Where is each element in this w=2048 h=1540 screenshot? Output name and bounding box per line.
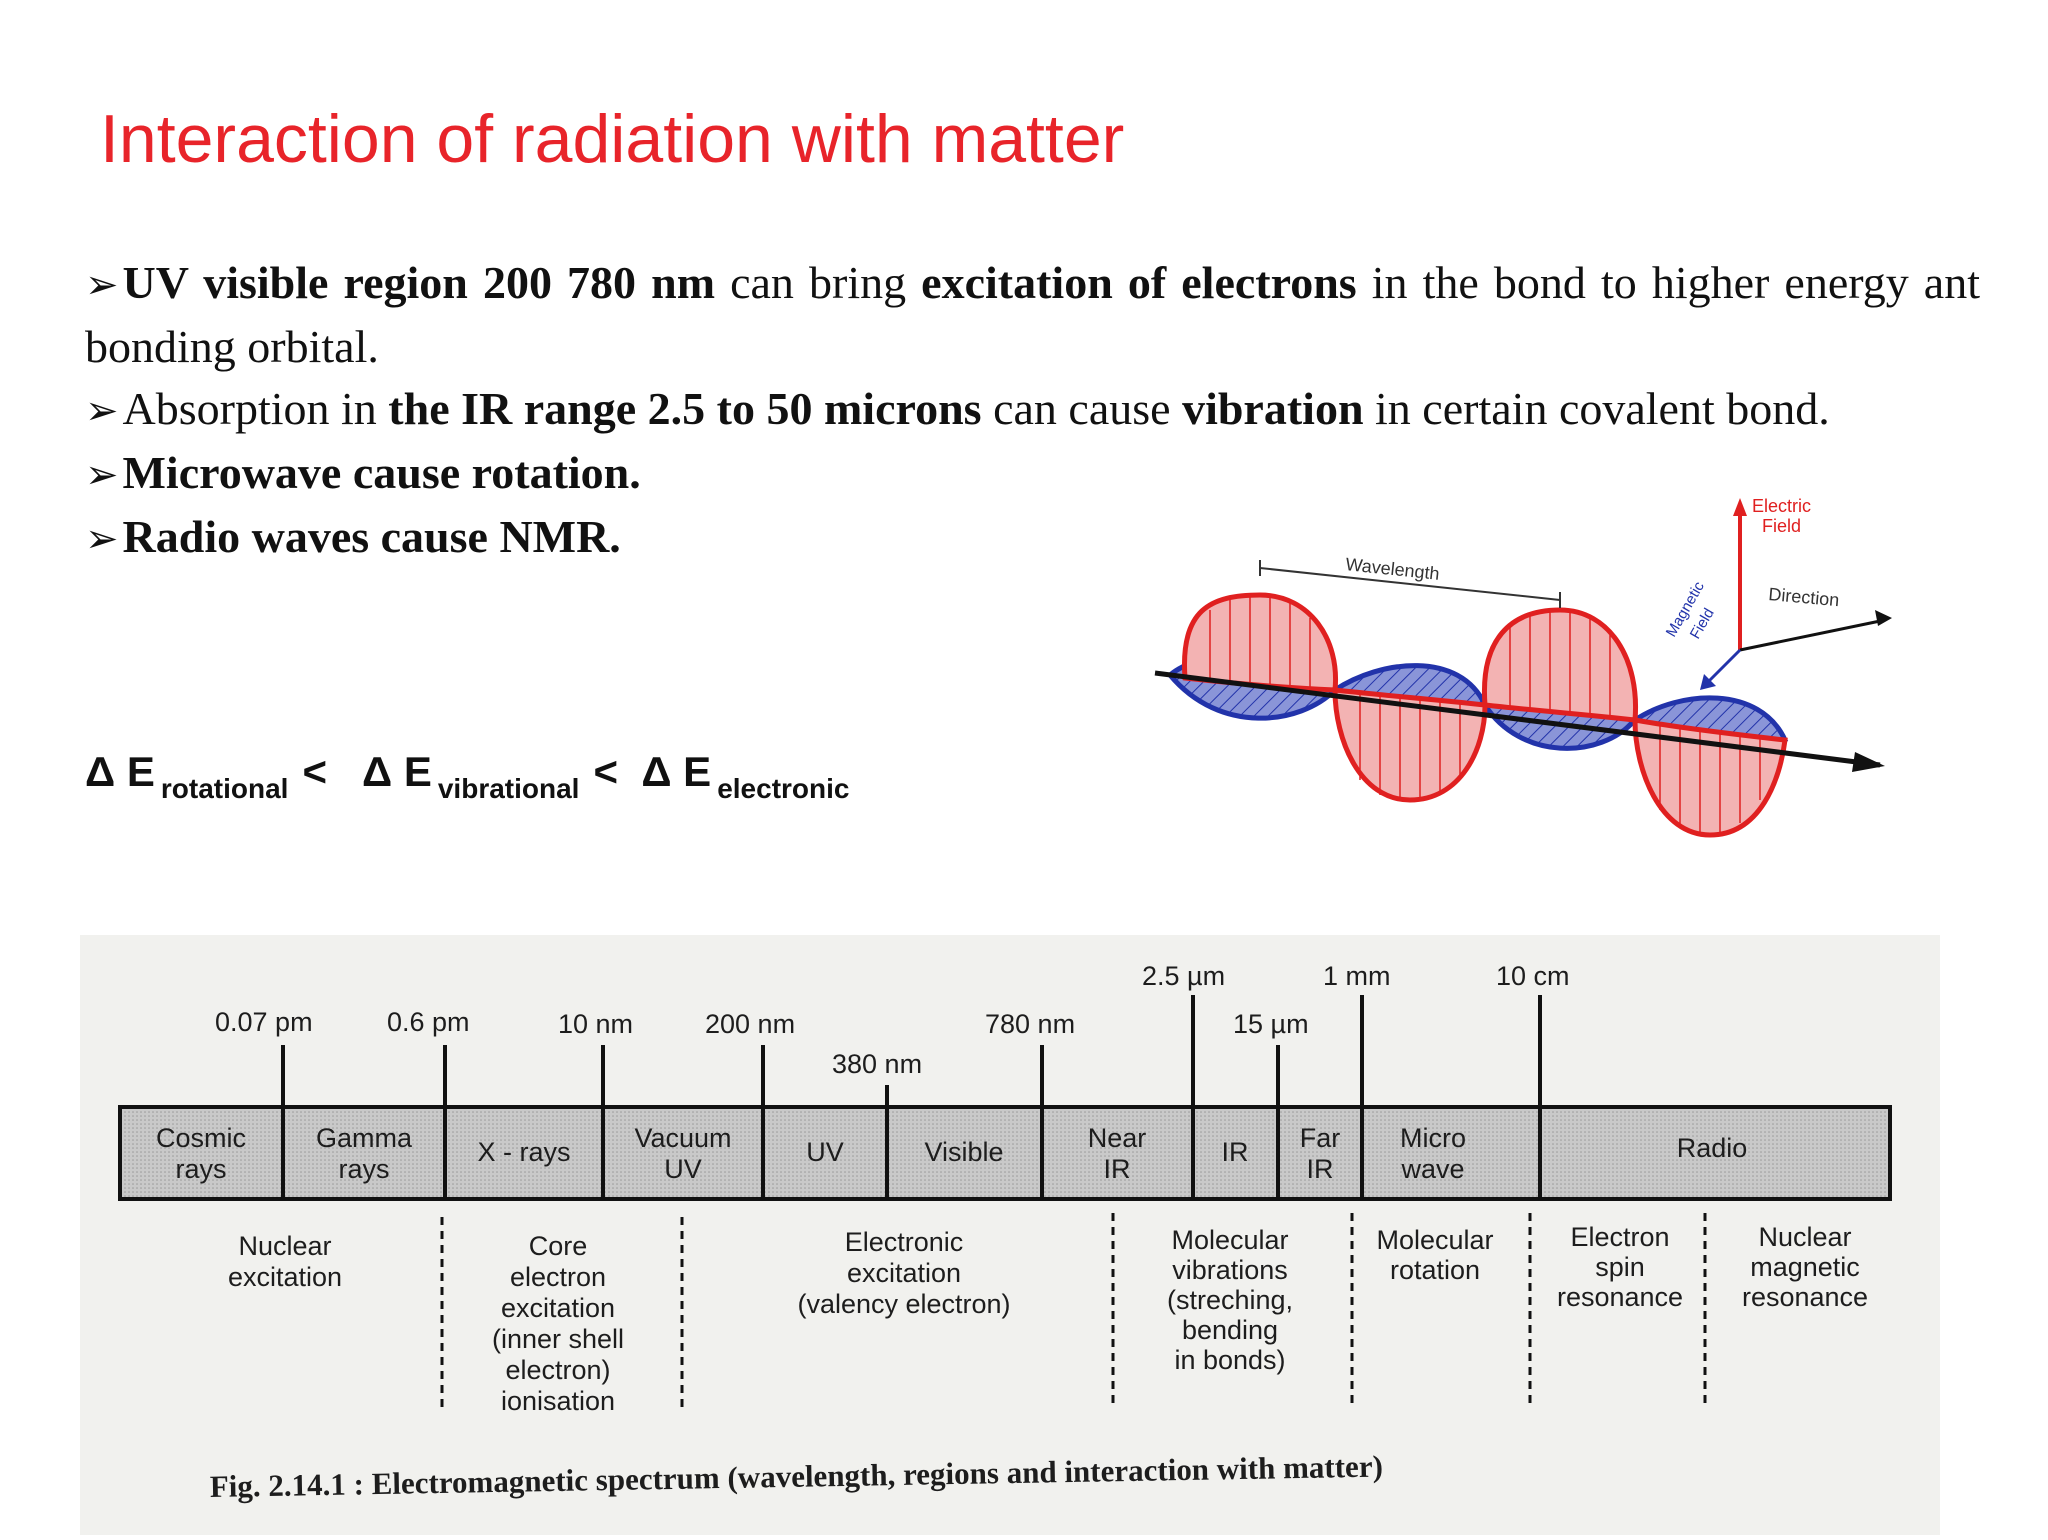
interaction-label: rotation	[1390, 1255, 1480, 1285]
region-labels: Cosmic rays Gamma rays X - rays Vacuum U…	[156, 1123, 1747, 1184]
interaction-label: (streching,	[1167, 1285, 1293, 1315]
wavelength-label: 10 nm	[558, 1009, 633, 1039]
em-wave-illustration: Wavelength Electric Field Direction Magn…	[1154, 496, 1892, 838]
wavelength-label: 15 µm	[1233, 1009, 1309, 1039]
region-label: Cosmic	[156, 1123, 246, 1153]
wavelength-label: 10 cm	[1496, 961, 1570, 991]
bullet-1: ➢UV visible region 200 780 nm can bring …	[85, 257, 1981, 372]
wavelength-label: 0.07 pm	[215, 1007, 313, 1037]
wavelength-labels: 0.07 pm 0.6 pm 10 nm 200 nm 380 nm 780 n…	[215, 961, 1570, 1079]
interaction-label: Nuclear	[238, 1231, 331, 1261]
direction-label: Direction	[1768, 584, 1841, 610]
arrow-bullet-icon: ➢	[85, 388, 119, 433]
region-label: rays	[175, 1154, 226, 1184]
wavelength-ticks	[281, 995, 1542, 1107]
region-dividers	[281, 1107, 1542, 1199]
interaction-label: Molecular	[1376, 1225, 1493, 1255]
bullet-list: ➢UV visible region 200 780 nm can bring …	[85, 252, 1980, 570]
wavelength-marker: Wavelength	[1259, 554, 1561, 608]
interaction-labels: Nuclear excitation Core electron excitat…	[228, 1222, 1868, 1416]
region-label: IR	[1307, 1154, 1334, 1184]
spectrum-bar	[118, 1105, 1892, 1201]
interaction-label: resonance	[1742, 1282, 1868, 1312]
bullet-3: ➢Microwave cause rotation.	[85, 447, 641, 498]
wavelength-label: 1 mm	[1323, 961, 1391, 991]
interaction-label: resonance	[1557, 1282, 1683, 1312]
interaction-separators	[440, 1213, 1707, 1413]
wavelength-label: 200 nm	[705, 1009, 795, 1039]
interaction-label: excitation	[847, 1258, 961, 1288]
interaction-label: ionisation	[501, 1386, 615, 1416]
arrow-bullet-icon: ➢	[85, 262, 119, 307]
arrow-bullet-icon: ➢	[85, 516, 119, 561]
region-label: rays	[338, 1154, 389, 1184]
region-label: Radio	[1677, 1133, 1748, 1163]
interaction-label: electron)	[505, 1355, 610, 1385]
wavelength-label: 2.5 µm	[1142, 961, 1225, 991]
interaction-label: (valency electron)	[797, 1289, 1010, 1319]
bullet-2: ➢Absorption in the IR range 2.5 to 50 mi…	[85, 383, 1830, 434]
wavelength-label: 780 nm	[985, 1009, 1075, 1039]
region-label: X - rays	[477, 1137, 570, 1167]
interaction-label: excitation	[501, 1293, 615, 1323]
interaction-label: (inner shell	[492, 1324, 624, 1354]
interaction-label: Molecular	[1171, 1225, 1288, 1255]
electric-field-lobes	[1181, 592, 1788, 838]
bullet-4: ➢Radio waves cause NMR.	[85, 511, 621, 562]
region-label: UV	[806, 1137, 844, 1167]
region-label: IR	[1104, 1154, 1131, 1184]
region-label: Gamma	[316, 1123, 413, 1153]
interaction-label: bending	[1182, 1315, 1278, 1345]
interaction-label: magnetic	[1750, 1252, 1860, 1282]
region-label: Far	[1300, 1123, 1341, 1153]
em-spectrum-diagram: 0.07 pm 0.6 pm 10 nm 200 nm 380 nm 780 n…	[118, 961, 1892, 1504]
interaction-label: spin	[1595, 1252, 1645, 1282]
wavelength-label: 380 nm	[832, 1049, 922, 1079]
region-label: IR	[1222, 1137, 1249, 1167]
em-spectrum-figure: 0.07 pm 0.6 pm 10 nm 200 nm 380 nm 780 n…	[80, 935, 1940, 1535]
region-label: Visible	[924, 1137, 1003, 1167]
interaction-label: excitation	[228, 1262, 342, 1292]
interaction-label: Core	[529, 1231, 588, 1261]
region-label: Near	[1088, 1123, 1147, 1153]
wavelength-label: 0.6 pm	[387, 1007, 470, 1037]
region-label: UV	[664, 1154, 702, 1184]
region-label: Micro	[1400, 1123, 1466, 1153]
interaction-label: Electronic	[845, 1227, 964, 1257]
propagation-axis	[1154, 670, 1881, 768]
interaction-label: Nuclear	[1758, 1222, 1851, 1252]
interaction-label: vibrations	[1172, 1255, 1288, 1285]
figure-caption: Fig. 2.14.1 : Electromagnetic spectrum (…	[210, 1449, 1384, 1504]
interaction-label: Electron	[1570, 1222, 1669, 1252]
slide-title: Interaction of radiation with matter	[100, 101, 1125, 177]
electric-field-label-2: Field	[1762, 516, 1801, 536]
interaction-label: in bonds)	[1174, 1345, 1285, 1375]
electric-field-label: Electric	[1752, 496, 1811, 516]
interaction-label: electron	[510, 1262, 606, 1292]
region-label: wave	[1400, 1154, 1464, 1184]
arrow-bullet-icon: ➢	[85, 452, 119, 497]
region-label: Vacuum	[634, 1123, 731, 1153]
